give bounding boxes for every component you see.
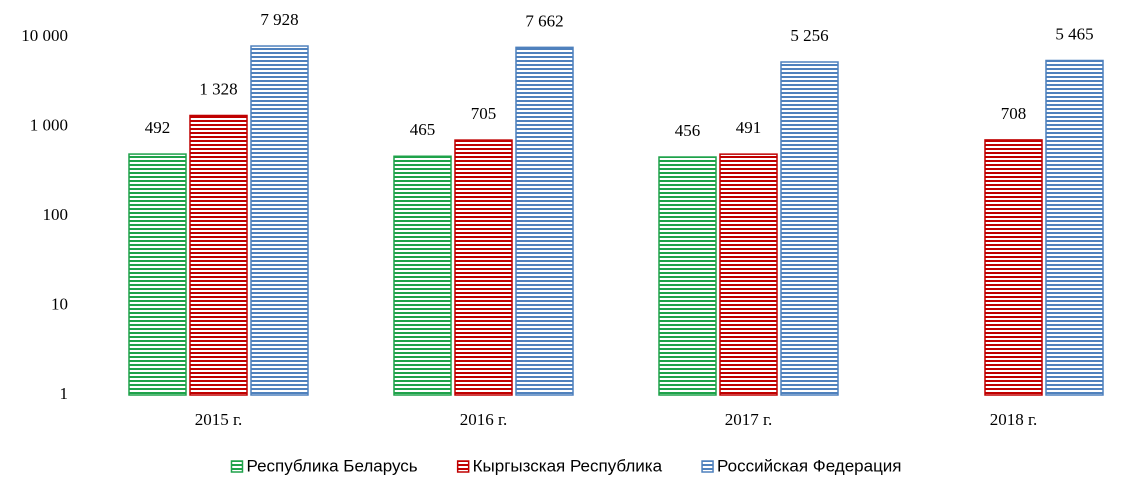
value-label: 708	[1001, 104, 1027, 123]
value-label: 7 928	[260, 10, 298, 29]
y-tick-label: 10	[51, 294, 68, 313]
value-label: 465	[410, 120, 436, 139]
y-tick-label: 1	[60, 384, 69, 403]
x-tick-label: 2016 г.	[460, 410, 508, 429]
x-tick-label: 2017 г.	[725, 410, 773, 429]
y-tick-label: 10 000	[21, 26, 68, 45]
bar	[250, 45, 309, 396]
legend-item: Российская Федерация	[701, 456, 902, 475]
value-label: 705	[471, 104, 497, 123]
bar	[515, 46, 574, 396]
bar	[454, 139, 513, 396]
bar	[189, 114, 248, 396]
bar	[1045, 59, 1104, 396]
value-label: 491	[736, 118, 762, 137]
value-label: 456	[675, 121, 701, 140]
legend-label: Российская Федерация	[717, 456, 901, 475]
legend-item: Кыргызская Республика	[456, 456, 663, 475]
value-label: 1 328	[199, 79, 237, 98]
legend-swatch	[230, 460, 244, 473]
bar	[128, 153, 187, 396]
y-tick-label: 100	[43, 205, 69, 224]
value-label: 492	[145, 118, 171, 137]
value-label: 5 256	[790, 26, 828, 45]
legend-label: Республика Беларусь	[246, 456, 417, 475]
bar	[393, 155, 452, 396]
legend-label: Кыргызская Республика	[473, 456, 663, 475]
value-label: 5 465	[1055, 24, 1093, 43]
legend-item: Республика Беларусь	[230, 456, 418, 475]
legend-swatch	[456, 460, 470, 473]
y-tick-label: 1 000	[30, 115, 68, 134]
bar	[658, 156, 717, 396]
x-tick-label: 2015 г.	[195, 410, 243, 429]
bar	[780, 61, 839, 396]
bar	[984, 139, 1043, 396]
bar	[719, 153, 778, 396]
legend-swatch	[701, 460, 714, 473]
x-tick-label: 2018 г.	[990, 410, 1038, 429]
value-label: 7 662	[525, 11, 563, 30]
